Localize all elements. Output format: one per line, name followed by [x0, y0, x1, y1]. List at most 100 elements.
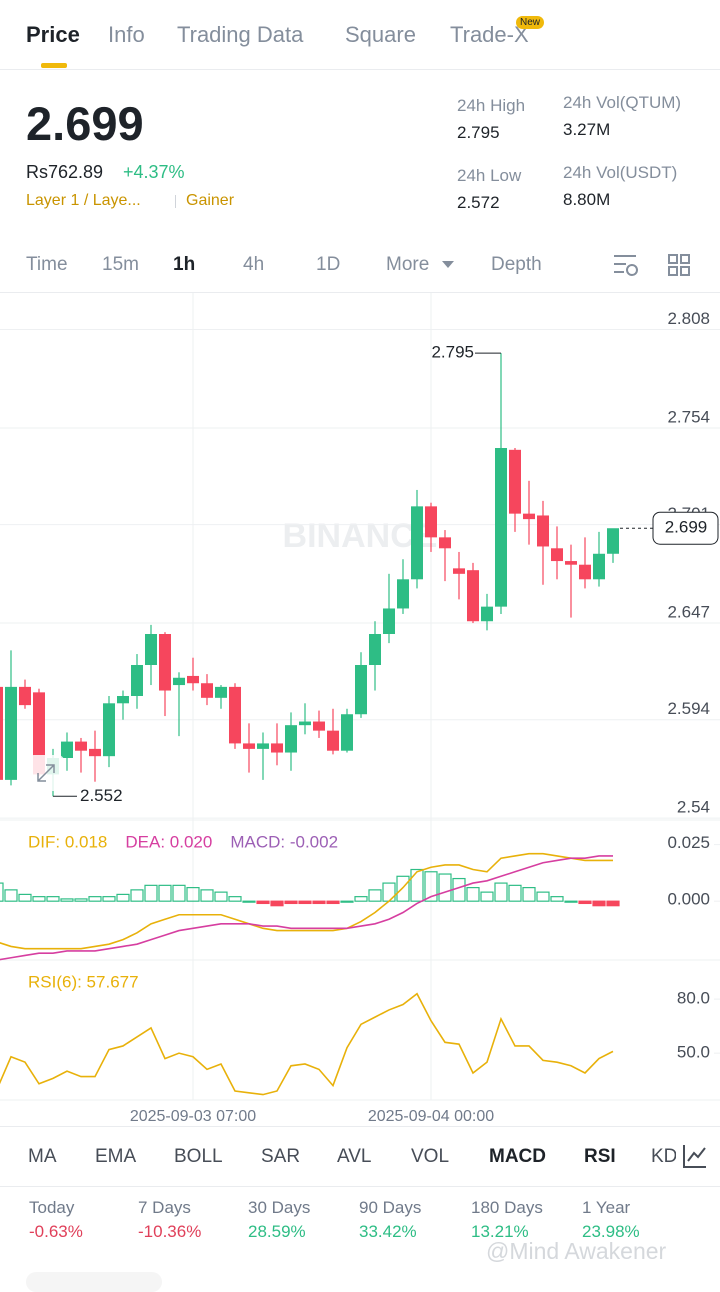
candle-body — [159, 634, 171, 691]
macd-bar — [438, 873, 452, 902]
candle-body — [61, 741, 73, 758]
indicator-tab[interactable]: MA — [28, 1146, 57, 1167]
candle-body — [579, 564, 591, 580]
interval[interactable]: Depth — [491, 254, 542, 275]
candle-body — [285, 725, 297, 753]
watermark: @Mind Awakener — [486, 1238, 667, 1264]
interval[interactable]: 15m — [102, 254, 139, 275]
macd-bar — [452, 877, 466, 902]
macd-bar — [214, 891, 228, 902]
macd-bar — [102, 896, 116, 902]
indicator-tab[interactable]: SAR — [261, 1146, 301, 1167]
macd-bar — [410, 868, 424, 902]
macd-bar — [508, 884, 522, 902]
high-label: 2.795 — [431, 343, 474, 362]
macd-bar — [340, 900, 354, 903]
macd-bar — [284, 900, 298, 905]
candle-body — [215, 686, 227, 698]
last-price: 2.699 — [26, 97, 144, 150]
tab[interactable]: Square — [345, 22, 416, 47]
macd-bar — [172, 884, 186, 902]
tag[interactable]: Gainer — [186, 192, 235, 209]
candle-body — [607, 528, 619, 554]
period-label: 180 Days — [471, 1198, 543, 1217]
indicator-tab[interactable]: RSI — [584, 1146, 616, 1167]
period-label: 7 Days — [138, 1198, 191, 1217]
stat-label: 24h High — [457, 96, 526, 115]
macd-bar — [144, 884, 158, 902]
candle-body — [537, 515, 549, 547]
candle-body — [33, 692, 45, 775]
x-tick-label: 2025-09-03 07:00 — [130, 1108, 256, 1125]
tag[interactable]: Layer 1 / Laye... — [26, 192, 141, 209]
period-value: 28.59% — [248, 1222, 306, 1241]
candle-body — [425, 506, 437, 538]
interval[interactable]: More — [386, 254, 430, 275]
y-tick-label: 2.594 — [667, 699, 710, 718]
indicator-tab[interactable]: AVL — [337, 1146, 372, 1167]
indicator-tab[interactable]: EMA — [95, 1146, 137, 1167]
candle-body — [257, 743, 269, 749]
indicator-tab[interactable]: MACD — [489, 1146, 546, 1167]
stat-value: 2.795 — [457, 123, 500, 142]
dropdown-arrow — [442, 261, 454, 268]
y-tick-label: 2.808 — [667, 309, 710, 328]
macd-bar — [46, 896, 60, 902]
period-value: 33.42% — [359, 1222, 417, 1241]
macd-bar — [606, 900, 620, 907]
tab-indicator — [41, 63, 67, 68]
macd-bar — [60, 898, 74, 902]
indicator-tab[interactable]: VOL — [411, 1146, 450, 1167]
legend-label: RSI(6): 57.677 — [28, 972, 139, 991]
candle-body — [481, 606, 493, 622]
price-change: +4.37% — [123, 162, 185, 182]
candle-body — [229, 686, 241, 744]
chart-settings-icon[interactable] — [682, 1143, 708, 1169]
period-label: 30 Days — [248, 1198, 311, 1217]
candle-body — [271, 743, 283, 753]
bottom-pill — [26, 1272, 162, 1292]
expand-icon[interactable] — [28, 755, 64, 791]
macd-bar — [312, 900, 326, 905]
candle-body — [551, 548, 563, 562]
settings-icon[interactable] — [612, 253, 640, 279]
divider — [0, 69, 720, 70]
candle-body — [593, 553, 605, 580]
macd-bar — [4, 889, 18, 902]
macd-bar — [228, 896, 242, 902]
interval[interactable]: Time — [26, 254, 68, 275]
tab[interactable]: Trade-X — [450, 22, 529, 47]
interval[interactable]: 1D — [316, 254, 341, 275]
macd-bar — [424, 871, 438, 902]
interval[interactable]: 1h — [173, 254, 196, 275]
indicator-tab[interactable]: KD — [651, 1146, 678, 1167]
macd-bar — [242, 900, 256, 903]
legend-label: MACD: -0.002 — [230, 832, 338, 851]
tab[interactable]: Price — [26, 22, 80, 47]
candle-body — [411, 506, 423, 580]
candle-body — [397, 579, 409, 609]
tab[interactable]: Trading Data — [177, 22, 304, 47]
macd-bar — [298, 900, 312, 905]
macd-line — [0, 852, 613, 950]
macd-bar — [74, 898, 88, 902]
macd-bar — [466, 887, 480, 902]
tab[interactable]: Info — [108, 22, 145, 47]
candle-body — [439, 537, 451, 549]
period-label: 1 Year — [582, 1198, 631, 1217]
period-value: 13.21% — [471, 1222, 529, 1241]
candle-body — [201, 683, 213, 698]
candle-body — [103, 703, 115, 757]
low-label: 2.552 — [80, 786, 123, 805]
macd-bar — [270, 900, 284, 907]
y-tick-label: 80.0 — [677, 989, 710, 1008]
macd-bar — [522, 887, 536, 902]
interval[interactable]: 4h — [243, 254, 265, 275]
layout-icon[interactable] — [667, 253, 693, 279]
candle-body — [383, 608, 395, 634]
y-tick-label: 2.647 — [667, 603, 710, 622]
candle-body — [187, 675, 199, 684]
indicator-tab[interactable]: BOLL — [174, 1146, 223, 1167]
candle-body — [523, 513, 535, 520]
